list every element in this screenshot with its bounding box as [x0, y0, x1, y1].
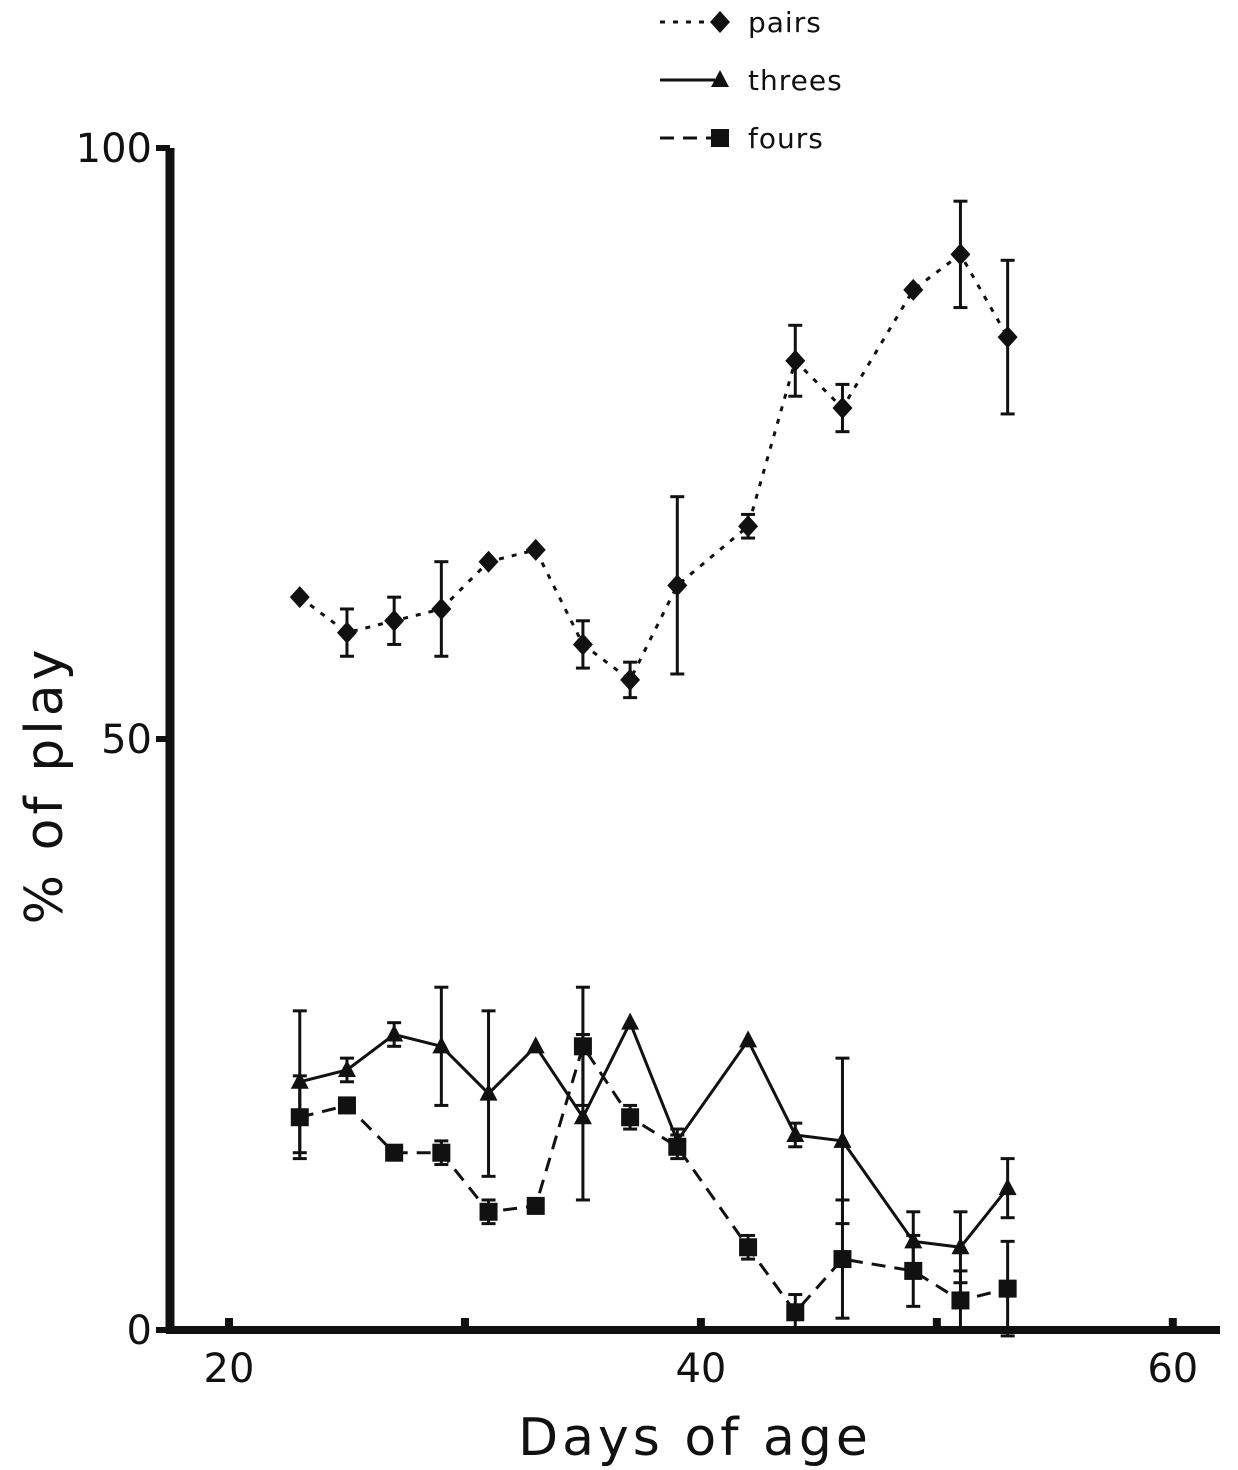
legend-item-pairs: pairs	[660, 6, 822, 39]
x-tick-label: 60	[1147, 1346, 1198, 1392]
legend-item-threes: threes	[660, 64, 843, 97]
pairs-point	[572, 633, 593, 656]
threes-point	[833, 1130, 852, 1148]
fours-point	[385, 1143, 404, 1162]
threes-point	[526, 1036, 545, 1054]
fours-line	[299, 1042, 1009, 1315]
pairs-point	[832, 397, 853, 420]
legend-marker-threes	[711, 70, 729, 87]
y-tick-label: 100	[76, 126, 152, 172]
pairs-point	[903, 278, 924, 301]
threes-point	[786, 1124, 805, 1142]
fours-point	[833, 1250, 852, 1269]
pairs-point	[667, 574, 688, 597]
fours-point	[432, 1143, 451, 1162]
fours-point	[290, 1108, 309, 1127]
series-pairs	[289, 199, 1018, 700]
y-tick-label: 50	[101, 717, 152, 763]
y-axis-title: % of play	[15, 646, 75, 925]
fours-point	[904, 1261, 923, 1280]
legend-marker-fours	[711, 129, 729, 147]
legend-label-pairs: pairs	[748, 6, 822, 39]
fours-point	[668, 1137, 687, 1156]
legend-item-fours: fours	[660, 122, 824, 155]
pairs-line	[298, 252, 1009, 683]
threes-point	[479, 1083, 498, 1101]
threes-point	[337, 1059, 356, 1077]
pairs-point	[997, 326, 1018, 349]
y-tick-label: 0	[127, 1308, 152, 1354]
pairs-point	[384, 609, 405, 632]
axes: 0 50 100 20 40 60	[76, 126, 1220, 1392]
legend-marker-pairs	[710, 11, 730, 33]
fours-point	[786, 1303, 805, 1322]
threes-point	[385, 1024, 404, 1042]
series-fours	[290, 985, 1017, 1338]
fours-point	[951, 1291, 970, 1310]
legend-label-fours: fours	[748, 122, 824, 155]
x-tick-label: 40	[675, 1346, 726, 1392]
threes-point	[951, 1237, 970, 1255]
pairs-point	[950, 243, 971, 266]
legend-label-threes: threes	[748, 64, 843, 97]
series-threes	[290, 985, 1017, 1285]
fours-point	[739, 1238, 758, 1257]
series-layer	[289, 199, 1018, 1338]
x-tick-label: 20	[204, 1346, 255, 1392]
pairs-point	[431, 597, 452, 620]
legend: pairs threes fours	[660, 6, 843, 155]
threes-point	[573, 1107, 592, 1125]
fours-point	[621, 1108, 640, 1127]
pairs-point	[620, 668, 641, 691]
fours-point	[479, 1202, 498, 1221]
threes-point	[998, 1178, 1017, 1196]
fours-point	[998, 1279, 1017, 1298]
pairs-point	[525, 538, 546, 561]
pairs-point	[289, 586, 310, 609]
fours-point	[526, 1196, 545, 1215]
pairs-point	[785, 349, 806, 372]
threes-point	[739, 1030, 758, 1048]
threes-point	[432, 1036, 451, 1054]
fours-point	[573, 1037, 592, 1056]
fours-point	[337, 1096, 356, 1115]
threes-line	[299, 1019, 1009, 1249]
pairs-point	[478, 550, 499, 573]
pairs-point	[336, 621, 357, 644]
pairs-point	[738, 515, 759, 538]
x-axis-title: Days of age	[518, 1408, 872, 1468]
threes-point	[621, 1012, 640, 1030]
